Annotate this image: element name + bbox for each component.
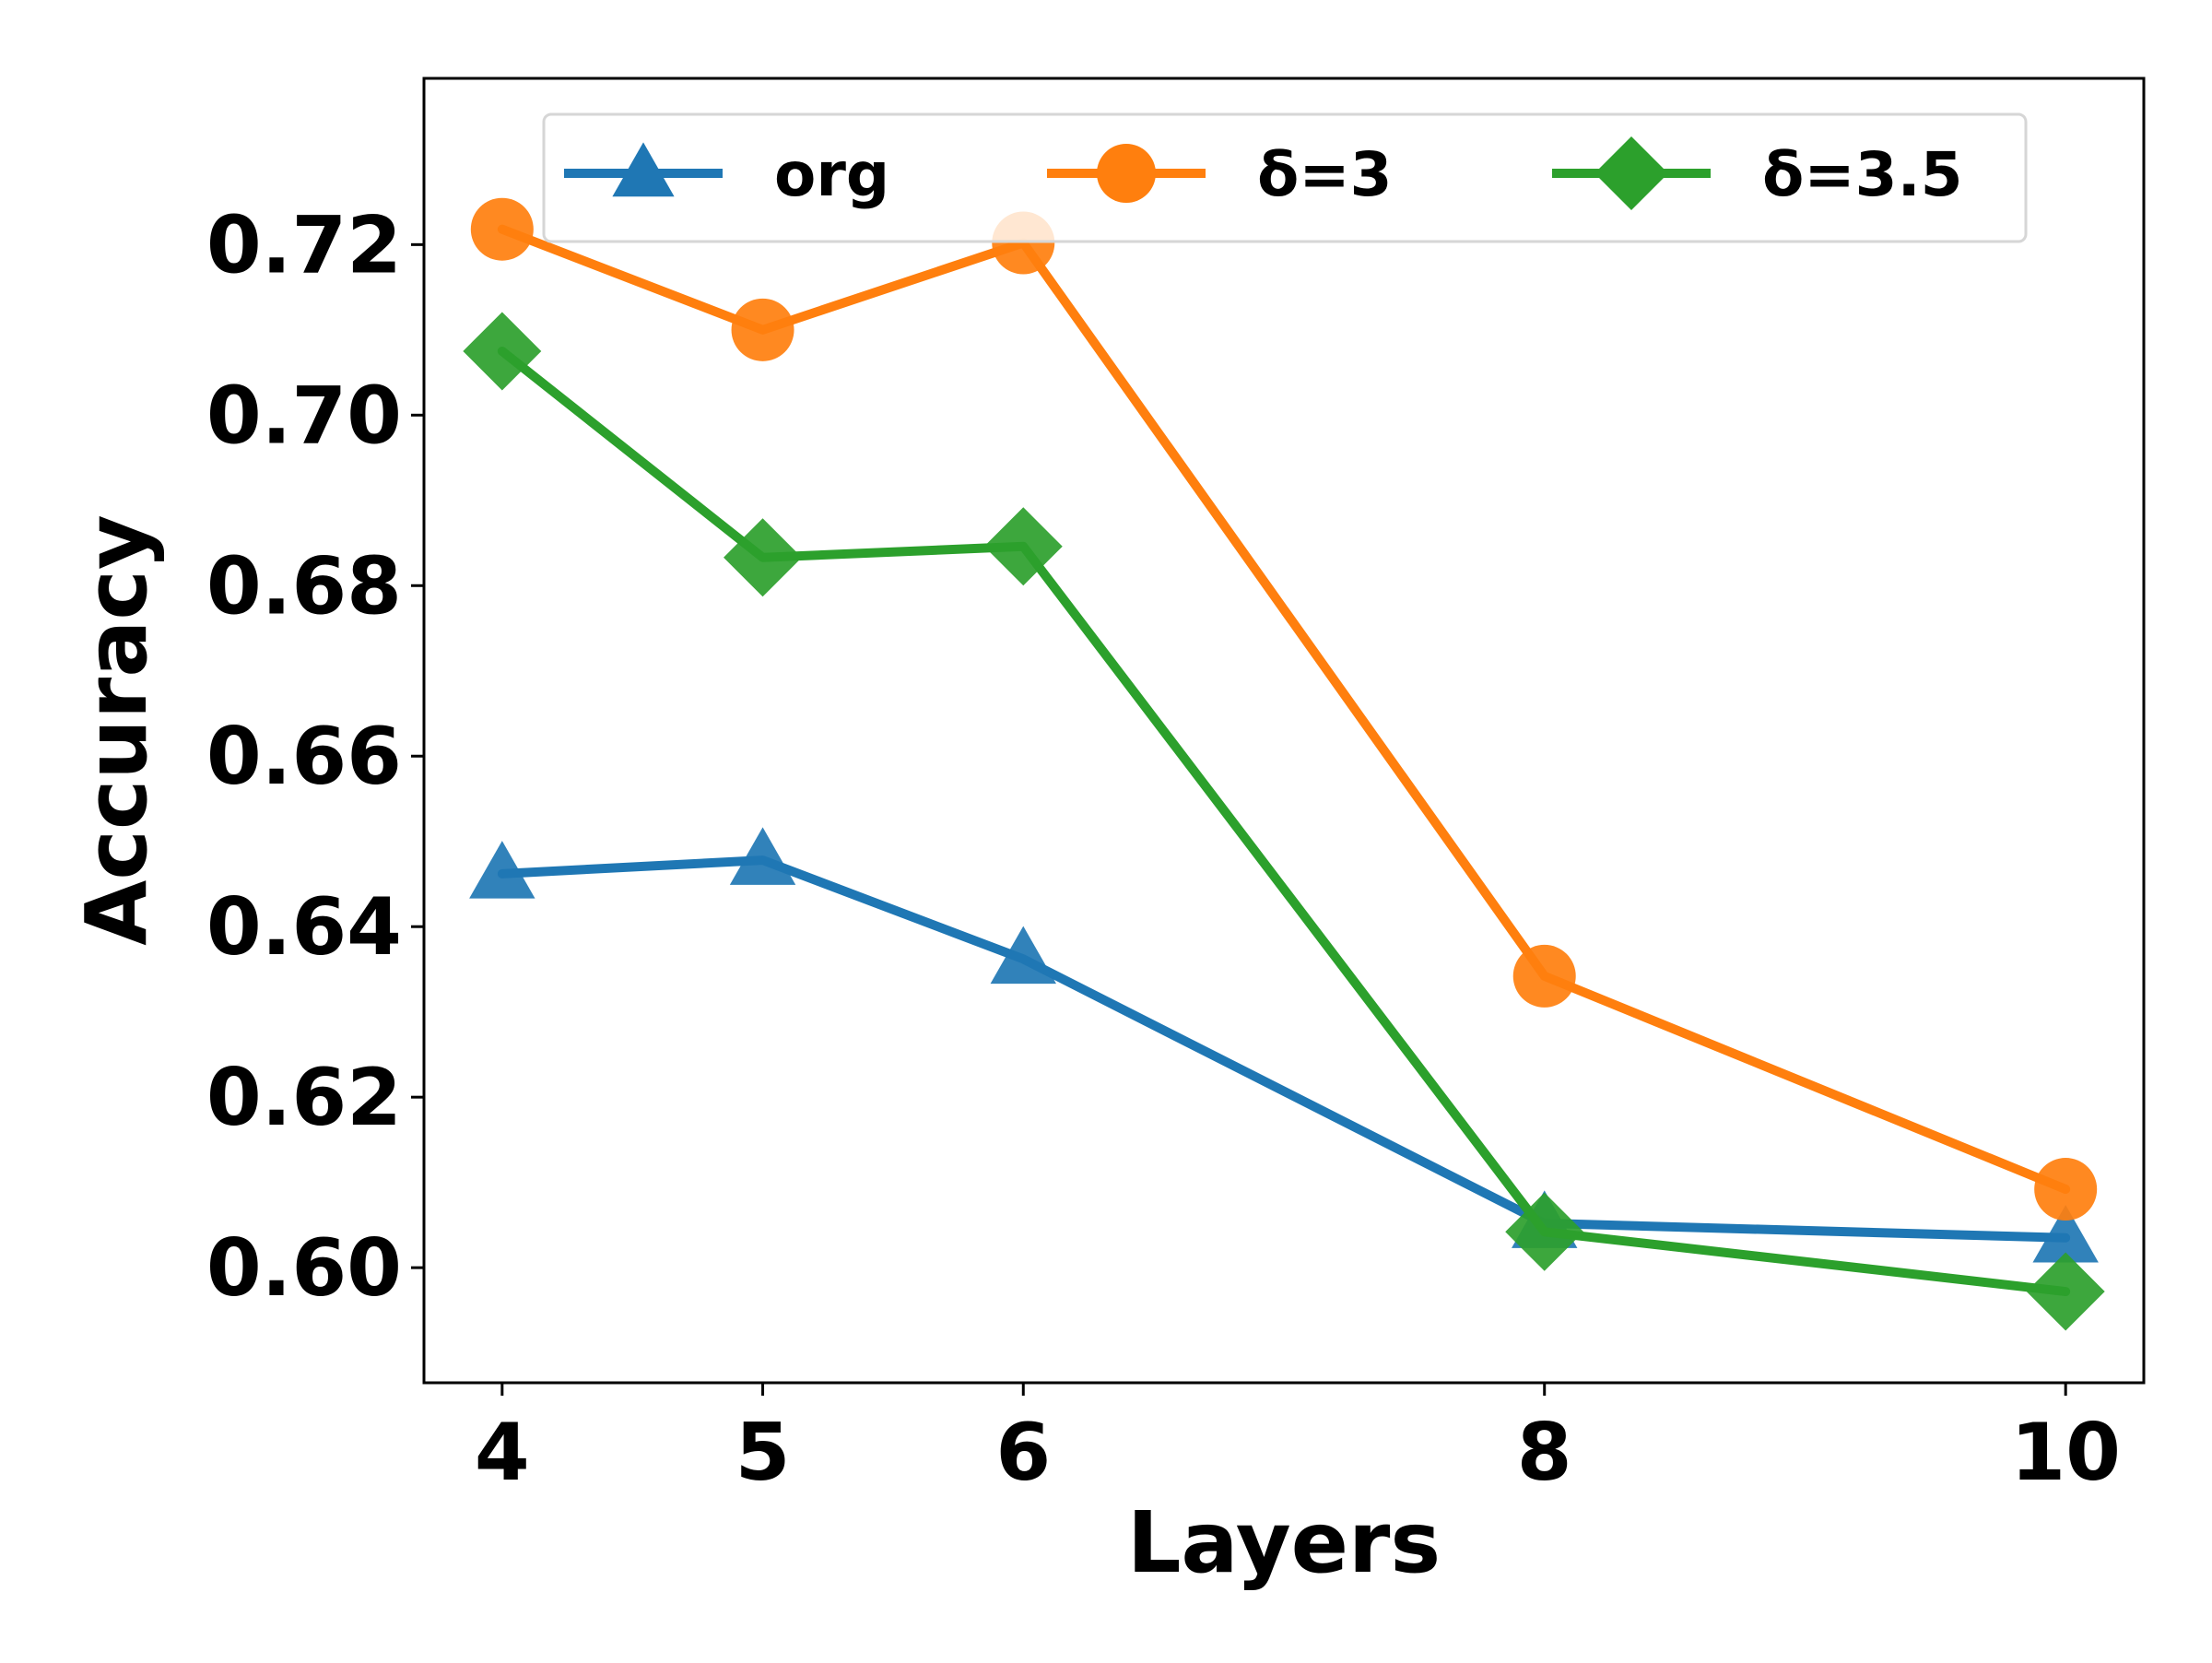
legend-label-triangle: org — [774, 139, 889, 210]
data-point-diamond — [463, 312, 542, 391]
plot-area — [422, 77, 2146, 1385]
legend-label-circle: δ=3 — [1257, 139, 1393, 210]
data-point-circle — [731, 298, 794, 361]
data-point-triangle — [469, 841, 535, 899]
y-axis: 0.60 0.62 0.64 0.66 0.68 0.70 0.72 — [206, 199, 424, 1315]
y-axis-title: Accuracy — [67, 514, 166, 946]
y-tick-label: 0.70 — [206, 370, 402, 462]
legend-label-diamond: δ=3.5 — [1762, 139, 1963, 210]
x-tick-label: 6 — [995, 1407, 1051, 1499]
data-point-diamond — [1505, 1192, 1584, 1271]
y-tick-label: 0.64 — [206, 881, 402, 973]
y-tick-label: 0.60 — [206, 1222, 402, 1315]
y-tick-label: 0.72 — [206, 199, 402, 291]
data-point-circle — [470, 197, 534, 261]
data-point-triangle — [729, 827, 796, 885]
x-tick-label: 8 — [1517, 1407, 1572, 1499]
x-axis: 4 5 6 8 10 — [475, 1383, 2121, 1499]
y-tick-label: 0.66 — [206, 711, 402, 803]
x-tick-label: 4 — [475, 1407, 530, 1499]
data-point-diamond — [983, 507, 1063, 586]
x-tick-label: 5 — [735, 1407, 791, 1499]
y-tick-label: 0.68 — [206, 540, 402, 632]
data-point-triangle — [2032, 1205, 2099, 1263]
y-tick-label: 0.62 — [206, 1052, 402, 1144]
data-point-triangle — [990, 926, 1056, 985]
legend-marker-circle — [1097, 144, 1156, 203]
legend-box — [542, 112, 2028, 243]
x-tick-label: 10 — [2010, 1407, 2121, 1499]
data-point-circle — [2034, 1158, 2098, 1221]
data-point-diamond — [2026, 1252, 2105, 1331]
legend-marker-diamond — [1594, 136, 1668, 210]
data-point-diamond — [724, 518, 803, 597]
legend-marker-triangle — [612, 142, 675, 197]
x-axis-title: Layers — [1127, 1493, 1441, 1592]
legend: org δ=3 δ=3.5 — [542, 112, 2028, 243]
series-diamond — [463, 312, 2105, 1331]
data-point-circle — [1512, 944, 1576, 1008]
